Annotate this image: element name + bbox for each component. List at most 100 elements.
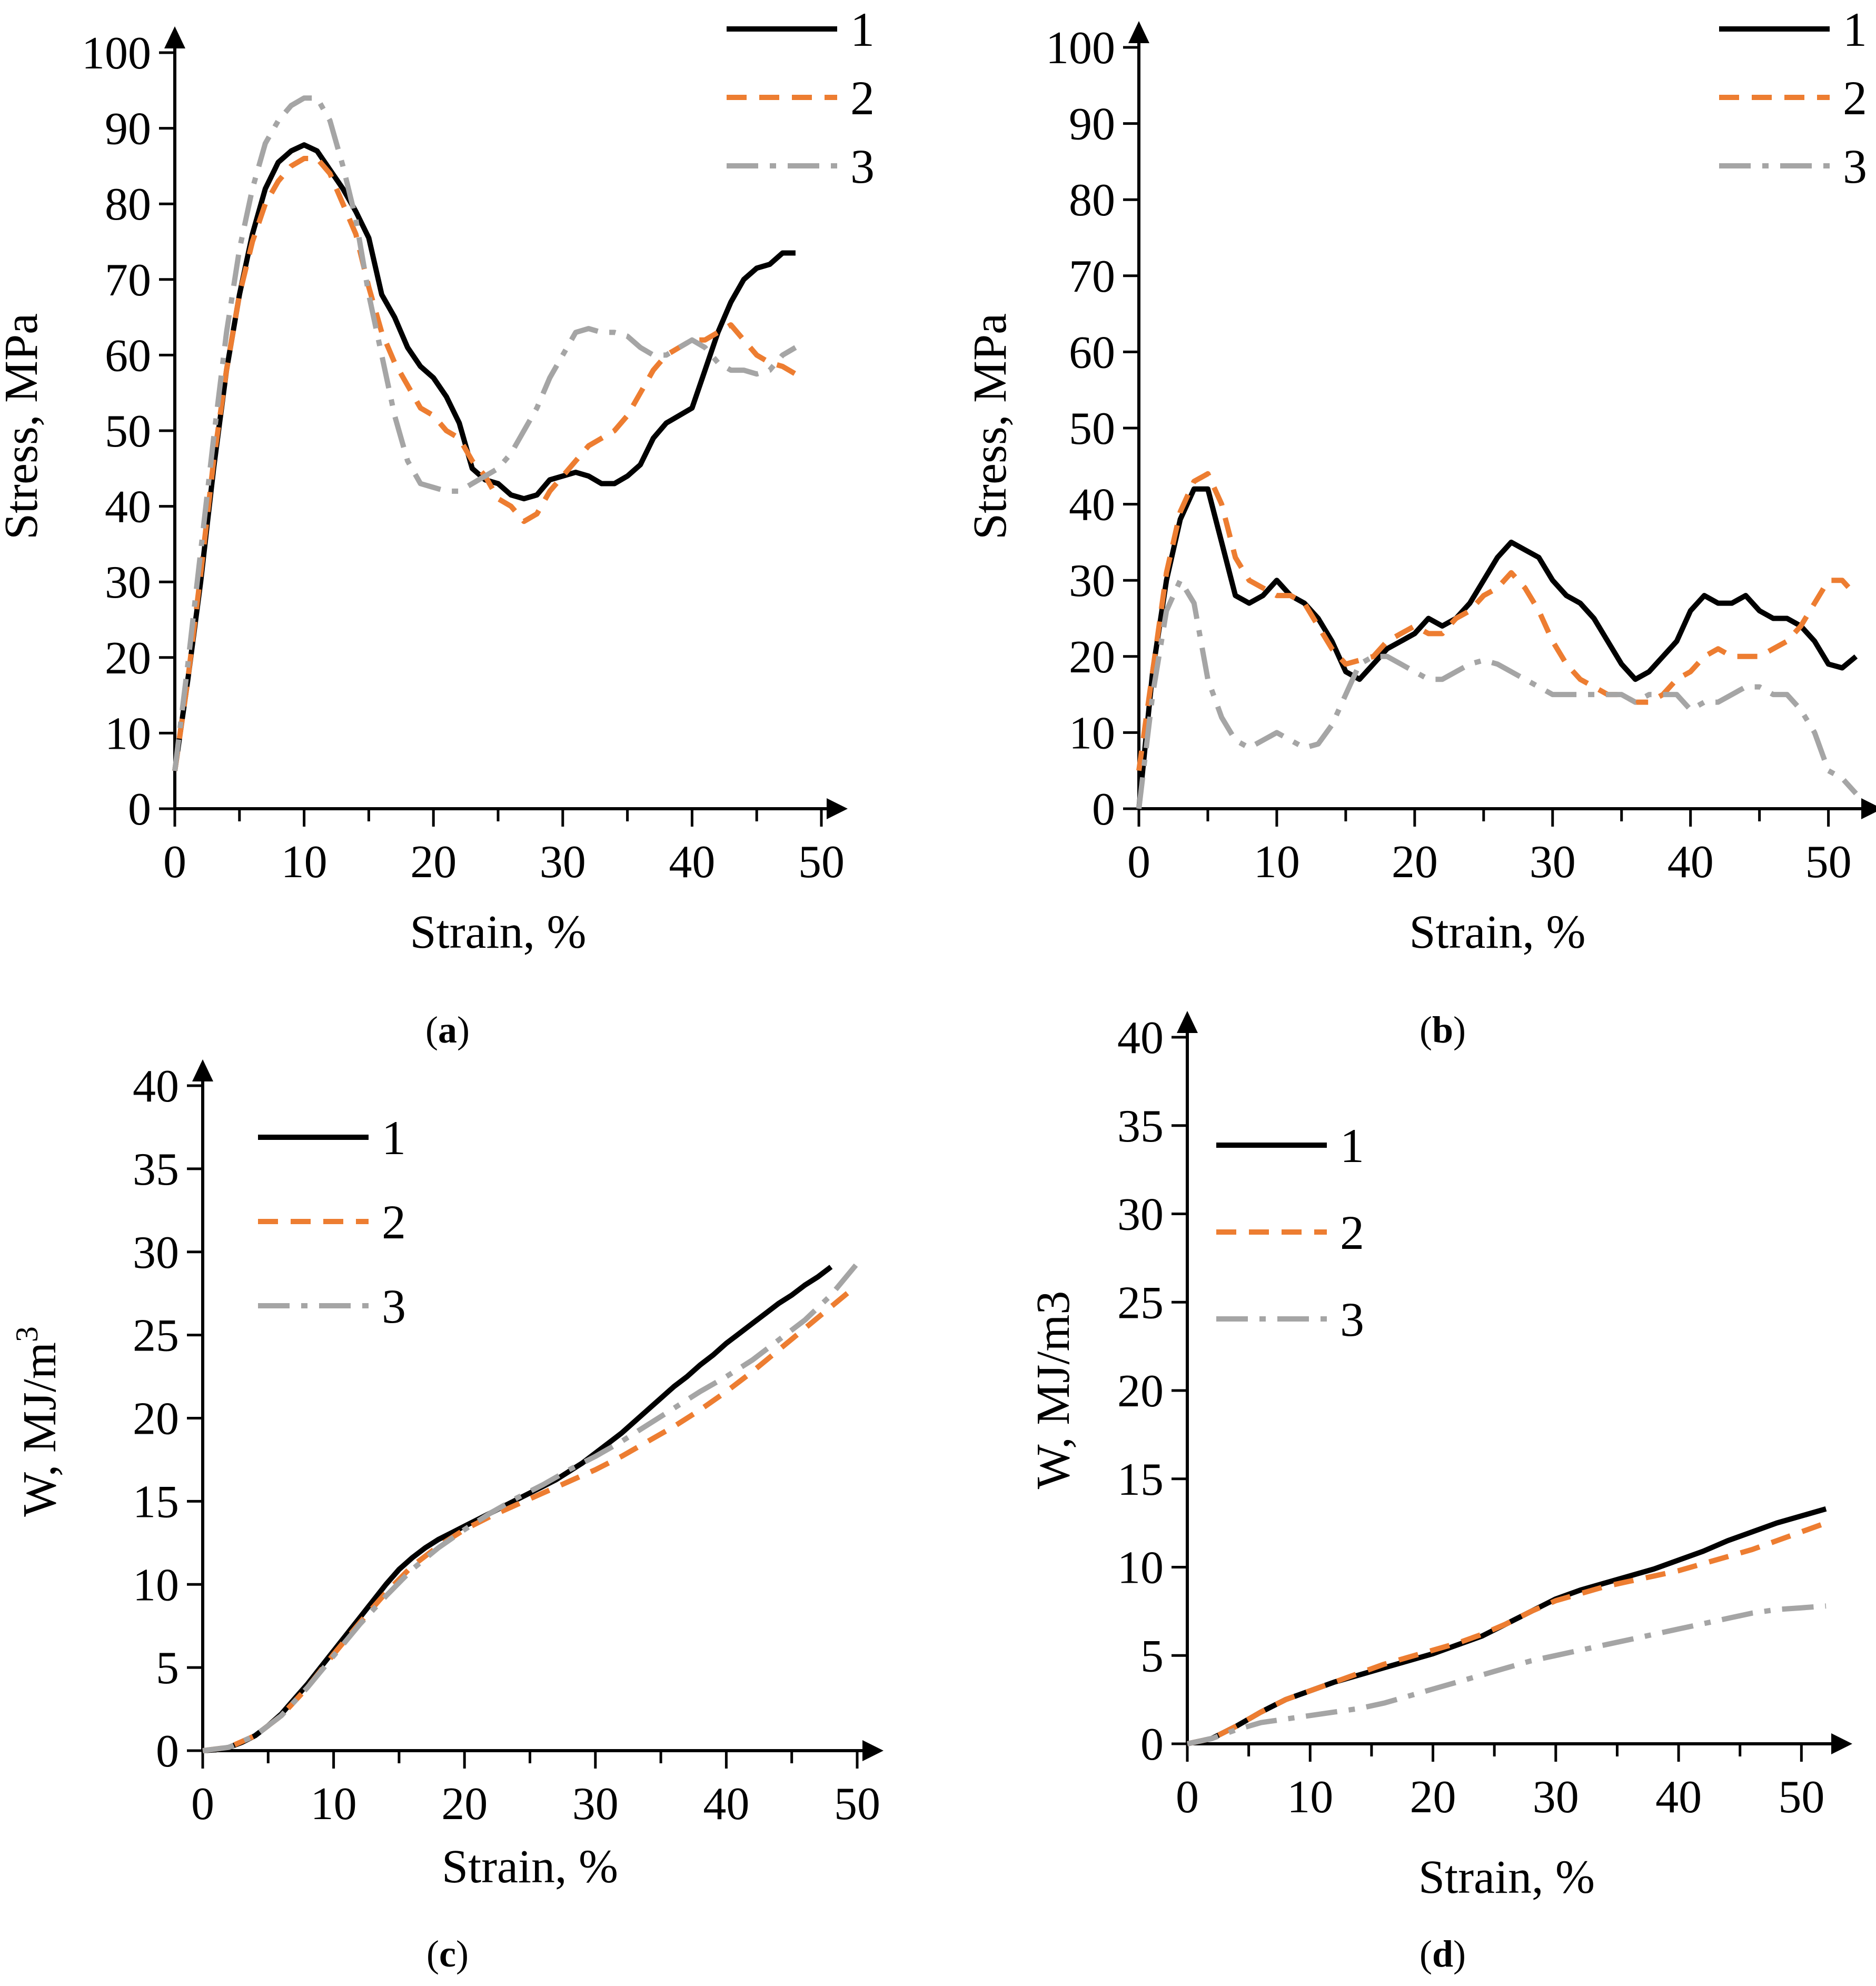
legend-label-3: 3 [850, 140, 875, 193]
x-tick-label: 30 [1533, 1772, 1579, 1823]
x-tick-label: 50 [798, 837, 845, 888]
y-tick-label: 0 [156, 1726, 179, 1777]
legend-label-2: 2 [850, 71, 875, 125]
y-tick-label: 40 [1069, 480, 1115, 531]
series-line-3 [1186, 1603, 1827, 1746]
y-tick-label: 5 [156, 1643, 179, 1694]
x-axis-arrow [827, 798, 848, 819]
series-line-2 [1186, 1520, 1827, 1746]
y-axis-label: Stress, MPa [0, 313, 47, 540]
panel-label-paren: ( [1420, 1933, 1432, 1975]
y-tick-label: 100 [82, 28, 151, 79]
panel-label-paren: ) [1453, 1933, 1466, 1975]
panel-label: (a) [425, 1009, 470, 1051]
legend-label-1: 1 [382, 1111, 406, 1165]
y-axis-label: W, MJ/m3 [9, 1326, 66, 1517]
panel-label: (b) [1420, 1009, 1466, 1051]
y-tick-label: 70 [105, 255, 151, 306]
x-tick-label: 0 [191, 1779, 214, 1830]
y-tick-label: 25 [133, 1310, 179, 1362]
y-tick-label: 60 [1069, 327, 1115, 378]
panel-label-paren: ( [1420, 1009, 1432, 1051]
panel-label-paren: ( [426, 1933, 439, 1975]
x-tick-label: 20 [441, 1779, 488, 1830]
y-tick-label: 10 [1069, 708, 1115, 759]
y-axis-label: Stress, MPa [964, 313, 1016, 540]
y-tick-label: 40 [105, 482, 151, 533]
y-tick-label: 60 [105, 330, 151, 381]
legend-label-1: 1 [850, 3, 875, 56]
y-axis-arrow [1128, 21, 1149, 43]
x-tick-label: 10 [1287, 1772, 1333, 1823]
y-tick-label: 10 [133, 1560, 179, 1611]
panel-label-paren: ) [457, 1009, 470, 1051]
x-tick-label: 30 [540, 837, 586, 888]
x-tick-label: 10 [1254, 837, 1300, 888]
x-axis-arrow [1831, 1733, 1852, 1754]
x-axis-label: Strain, % [1410, 906, 1586, 958]
x-tick-label: 20 [1410, 1772, 1456, 1823]
y-tick-label: 80 [1069, 175, 1115, 226]
y-axis-arrow [1177, 1011, 1198, 1033]
chart-panel-a: 0 10 20 30 40 50 0 10 20 30 40 50 60 70 80 90 100 Strain,… [0, 3, 875, 1051]
legend-label-3: 3 [382, 1279, 406, 1333]
y-axis-label: W, MJ/m3 [1027, 1291, 1079, 1490]
y-axis-label-superscript: 3 [9, 1326, 44, 1342]
panel-label-paren: ( [425, 1009, 438, 1051]
y-tick-label: 90 [105, 104, 151, 155]
panel-label: (d) [1420, 1933, 1466, 1975]
panel-label-paren: ) [456, 1933, 469, 1975]
x-tick-label: 40 [1655, 1772, 1702, 1823]
x-tick-label: 40 [703, 1779, 749, 1830]
x-tick-label: 0 [1176, 1772, 1199, 1823]
x-tick-label: 50 [1778, 1772, 1824, 1823]
y-tick-label: 30 [1069, 555, 1115, 607]
y-tick-label: 10 [1117, 1543, 1164, 1594]
x-tick-label: 20 [1392, 837, 1438, 888]
y-tick-label: 20 [1069, 632, 1115, 683]
y-tick-label: 15 [1117, 1454, 1164, 1505]
x-tick-label: 40 [669, 837, 715, 888]
y-tick-label: 50 [105, 406, 151, 457]
panel-label-letter: a [438, 1009, 457, 1051]
legend-label-1: 1 [1340, 1119, 1364, 1173]
x-axis-arrow [1861, 798, 1876, 819]
series-line-3 [1136, 578, 1858, 809]
series-line-3 [202, 1262, 859, 1753]
y-tick-label: 50 [1069, 403, 1115, 454]
y-tick-label: 90 [1069, 99, 1115, 150]
y-tick-label: 30 [1117, 1189, 1164, 1240]
y-tick-label: 0 [1140, 1719, 1164, 1770]
series-line-3 [172, 95, 797, 771]
y-tick-label: 5 [1140, 1631, 1164, 1682]
x-axis-label: Strain, % [410, 906, 587, 958]
panel-label-paren: ) [1453, 1009, 1466, 1051]
y-tick-label: 40 [133, 1061, 179, 1112]
x-tick-label: 0 [163, 837, 186, 888]
x-tick-label: 10 [281, 837, 327, 888]
x-axis-label: Strain, % [442, 1841, 618, 1893]
y-axis-arrow [164, 26, 185, 48]
y-tick-label: 35 [1117, 1101, 1164, 1152]
y-tick-label: 20 [133, 1394, 179, 1445]
x-tick-label: 20 [410, 837, 456, 888]
legend-label-2: 2 [1843, 71, 1867, 125]
y-tick-label: 10 [105, 708, 151, 759]
y-tick-label: 0 [1092, 784, 1115, 835]
y-tick-label: 20 [105, 633, 151, 684]
y-axis-arrow [192, 1059, 213, 1081]
series-line-1 [1136, 486, 1858, 809]
y-tick-label: 100 [1046, 23, 1115, 74]
y-tick-label: 80 [105, 179, 151, 230]
x-tick-label: 30 [1530, 837, 1576, 888]
x-axis-label: Strain, % [1418, 1851, 1595, 1903]
y-tick-label: 0 [128, 784, 151, 835]
panel-label: (c) [426, 1933, 469, 1975]
x-tick-label: 0 [1127, 837, 1150, 888]
panel-label-letter: d [1432, 1933, 1453, 1975]
y-tick-label: 30 [133, 1227, 179, 1278]
legend-label-3: 3 [1843, 140, 1867, 193]
y-tick-label: 70 [1069, 251, 1115, 302]
